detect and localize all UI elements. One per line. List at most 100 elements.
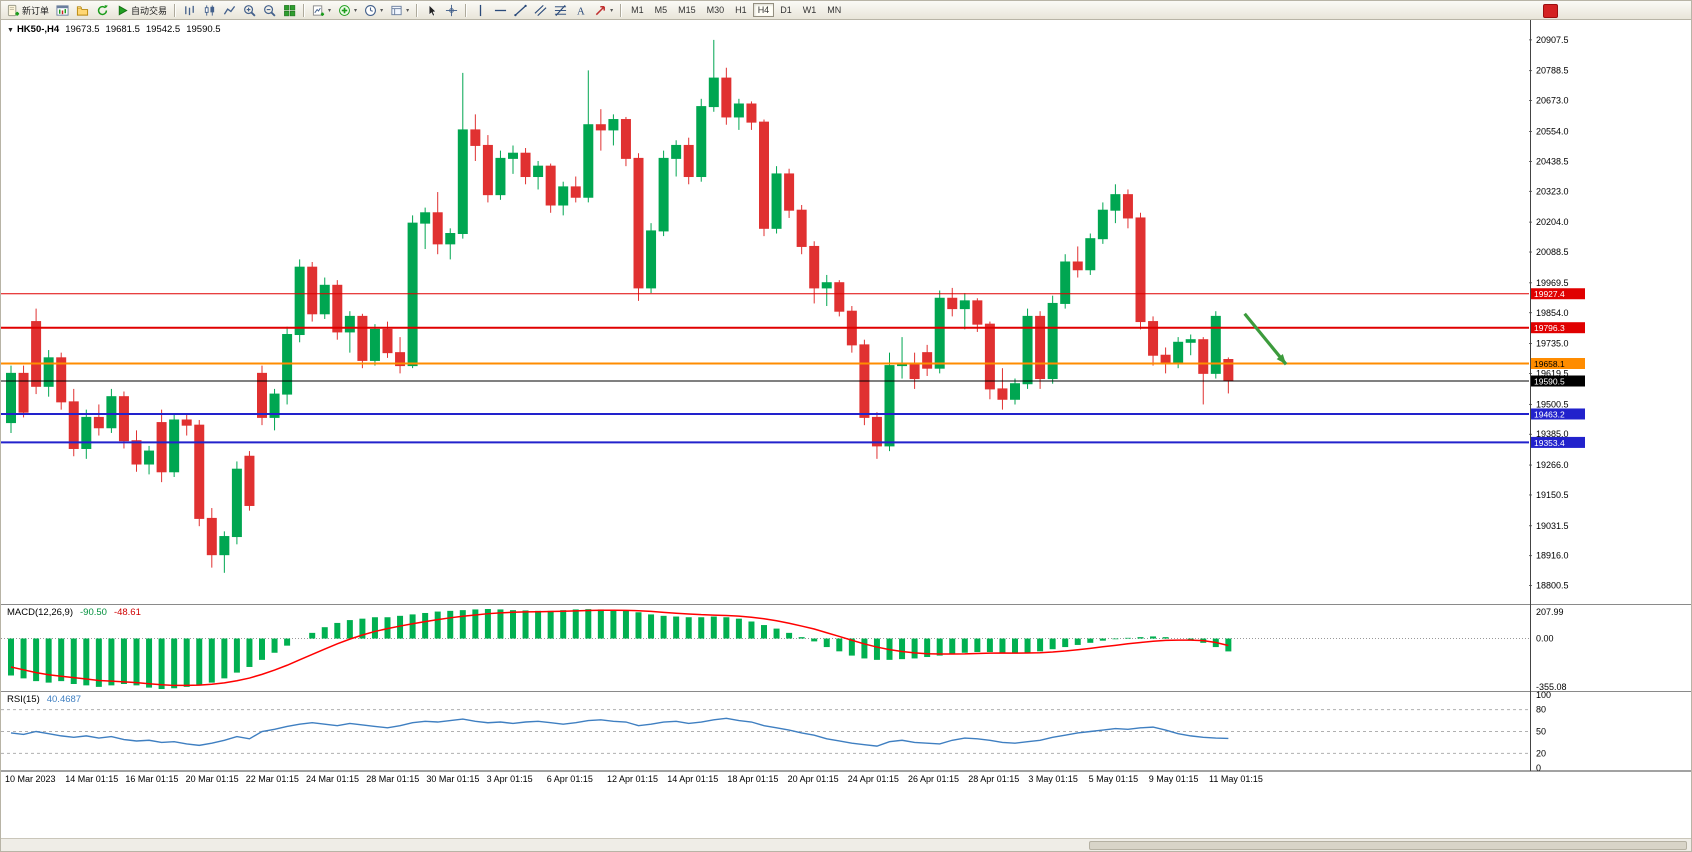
candles-layer <box>6 39 1234 573</box>
vertical-line-button[interactable] <box>471 2 490 18</box>
chart-symbol-period: HK50-,H4 <box>16 24 60 35</box>
candle <box>1085 233 1096 275</box>
candle <box>608 114 619 146</box>
x-axis-label: 3 May 01:15 <box>1028 774 1078 784</box>
equidistant-channel-button[interactable] <box>531 2 550 18</box>
timeframe-button-w1[interactable]: W1 <box>798 3 822 17</box>
fibonacci-button[interactable] <box>551 2 570 18</box>
bar-chart-button[interactable] <box>180 2 199 18</box>
horizontal-scrollbar-thumb[interactable] <box>1089 841 1687 850</box>
trend-arrow-object[interactable] <box>1243 312 1288 366</box>
rsi-axis-label: 80 <box>1536 705 1546 715</box>
crosshair-button[interactable] <box>442 2 461 18</box>
candle <box>620 116 631 167</box>
line-chart-button[interactable] <box>220 2 239 18</box>
x-axis-label: 18 Apr 01:15 <box>727 774 778 784</box>
profiles-icon <box>76 5 89 16</box>
candle <box>420 207 431 250</box>
timeframe-button-m1[interactable]: M1 <box>626 3 649 17</box>
tile-windows-button[interactable] <box>280 2 299 18</box>
rsi-axis-label: 50 <box>1536 727 1546 737</box>
x-axis-label: 26 Apr 01:15 <box>908 774 959 784</box>
horizontal-line-button[interactable] <box>491 2 510 18</box>
periods-button[interactable]: ▾ <box>361 2 386 18</box>
y-axis-label: 19150.5 <box>1536 490 1569 500</box>
channel-icon <box>534 4 547 16</box>
candle <box>821 274 832 307</box>
macd-signal-line <box>10 609 1229 687</box>
macd-axis-label: -355.08 <box>1536 682 1567 692</box>
profiles-button[interactable] <box>73 2 92 18</box>
candle <box>81 409 92 459</box>
indicators-button[interactable]: ▾ <box>335 2 360 18</box>
timeframe-button-m15[interactable]: M15 <box>673 3 701 17</box>
rsi-value: 40.4687 <box>46 694 82 705</box>
chart-area[interactable]: 19927.4 19796.3 19658.1 19590.5 19463.2 19353… <box>1 19 1692 841</box>
chart-window-button[interactable] <box>53 2 72 18</box>
candle <box>1148 316 1159 366</box>
templates-button[interactable]: ▾ <box>387 2 412 18</box>
arrows-button[interactable]: ▾ <box>591 2 616 18</box>
timeframe-button-mn[interactable]: MN <box>822 3 846 17</box>
timeframe-button-m5[interactable]: M5 <box>650 3 673 17</box>
x-axis-label: 28 Apr 01:15 <box>968 774 1019 784</box>
cursor-button[interactable] <box>422 2 441 18</box>
candle <box>432 192 443 255</box>
trendline-button[interactable] <box>511 2 530 18</box>
candle <box>984 321 995 400</box>
zoom-out-button[interactable] <box>260 2 279 18</box>
x-axis-label: 16 Mar 01:15 <box>125 774 178 784</box>
candle <box>658 150 669 237</box>
y-axis-label: 18916.0 <box>1536 551 1569 561</box>
horizontal-scrollbar[interactable] <box>1 838 1691 851</box>
x-axis-label: 11 May 01:15 <box>1209 774 1263 784</box>
candle <box>470 114 481 161</box>
alert-icon[interactable] <box>1543 4 1558 18</box>
candle <box>997 368 1008 410</box>
candle <box>156 409 167 483</box>
candle <box>495 150 506 200</box>
macd-indicator-label: MACD(12,26,9) -90.50 -48.61 <box>7 607 141 618</box>
auto-trading-button[interactable]: 自动交易 <box>113 2 170 18</box>
candlestick-icon <box>204 4 215 16</box>
y-axis-label: 19385.0 <box>1536 429 1569 439</box>
candle <box>219 531 230 573</box>
candle <box>6 365 16 433</box>
timeframe-button-d1[interactable]: D1 <box>775 3 797 17</box>
candle <box>1185 334 1196 356</box>
text-label-button[interactable]: A <box>571 2 590 18</box>
x-axis-label: 9 May 01:15 <box>1149 774 1199 784</box>
candle <box>533 160 544 190</box>
vline-icon <box>479 4 482 16</box>
ohlc-open: 19673.5 <box>65 24 100 35</box>
price-tag <box>1531 375 1585 387</box>
y-axis-label: 19969.5 <box>1536 278 1569 288</box>
timeframe-button-h1[interactable]: H1 <box>730 3 752 17</box>
timeframe-button-m30[interactable]: M30 <box>702 3 730 17</box>
toolbar-separator <box>465 3 468 17</box>
new-order-button[interactable]: 新订单 <box>4 2 52 18</box>
candle <box>1097 202 1108 244</box>
zoom-in-button[interactable] <box>240 2 259 18</box>
candle <box>583 70 594 203</box>
candle <box>871 412 882 459</box>
price-tag-label: 19658.1 <box>1534 359 1565 369</box>
candle <box>31 308 42 395</box>
candlestick-chart-button[interactable] <box>200 2 219 18</box>
chart-menu-caret-icon[interactable]: ▼ <box>7 27 14 34</box>
y-axis-label: 20204.0 <box>1536 217 1569 227</box>
timeframe-button-h4[interactable]: H4 <box>752 3 775 17</box>
rsi-axis-label: 100 <box>1536 690 1551 700</box>
candle <box>1198 337 1209 405</box>
candle <box>18 365 29 418</box>
candle <box>357 313 368 369</box>
rsi-indicator-label: RSI(15) 40.4687 <box>7 694 81 705</box>
refresh-button[interactable] <box>93 2 112 18</box>
price-tag-label: 19796.3 <box>1534 323 1565 333</box>
chevron-down-icon: ▾ <box>328 7 332 14</box>
candle <box>344 311 355 353</box>
new-chart-button[interactable]: ▾ <box>309 2 334 18</box>
y-axis-label: 18800.5 <box>1536 581 1569 591</box>
candle <box>733 98 744 130</box>
